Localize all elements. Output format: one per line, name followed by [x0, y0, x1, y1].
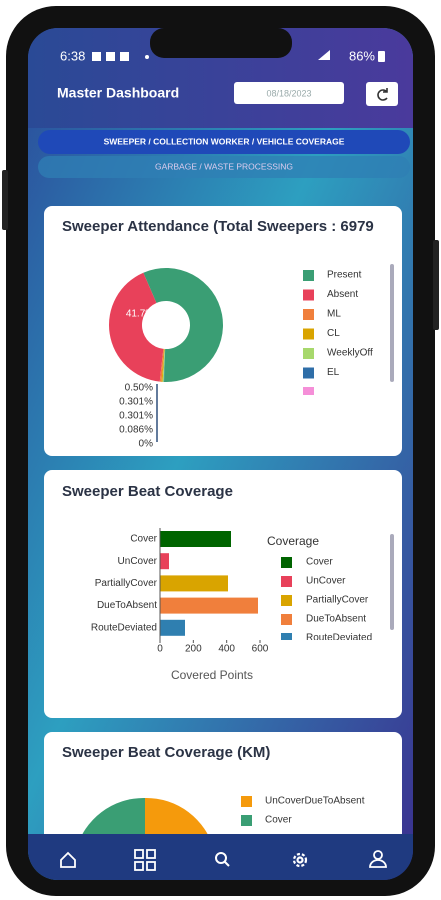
legend-label: Absent — [327, 289, 358, 300]
pie-decoration — [145, 797, 214, 835]
legend-title: Coverage — [267, 534, 319, 548]
x-tick-label: 0 — [157, 644, 163, 655]
legend-swatch — [303, 348, 314, 359]
y-tick-label: UnCover — [118, 556, 158, 567]
legend-swatch — [281, 614, 292, 625]
side-button — [2, 170, 8, 230]
bar — [160, 531, 231, 547]
slice-label: 0.50% — [125, 383, 153, 394]
donut-slice — [159, 348, 165, 382]
legend-label: CL — [327, 328, 340, 339]
legend-swatch — [281, 557, 292, 568]
legend-swatch — [281, 633, 292, 640]
legend-label: DueToAbsent — [306, 614, 366, 625]
legend-swatch — [303, 309, 314, 320]
nav-home[interactable] — [60, 851, 76, 868]
refresh-icon — [377, 88, 388, 101]
card-title: Sweeper Beat Coverage — [62, 483, 233, 500]
notch — [150, 28, 292, 58]
legend-label: EL — [327, 367, 340, 378]
legend-label: Cover — [265, 815, 292, 826]
legend-label: Present — [327, 270, 362, 281]
tab-label: GARBAGE / WASTE PROCESSING — [155, 161, 293, 171]
y-tick-label: DueToAbsent — [97, 600, 157, 611]
status-icon — [92, 52, 101, 61]
slice-label: 0.301% — [119, 411, 153, 422]
side-button — [433, 240, 439, 330]
legend-label: WeeklyOff — [327, 348, 373, 359]
y-tick-label: PartiallyCover — [95, 578, 158, 589]
donut-slice — [162, 348, 166, 382]
legend-swatch — [281, 595, 292, 606]
slice-label: 41.7% — [126, 309, 154, 320]
scrollbar — [390, 264, 394, 382]
header-title: Master Dashboard — [57, 85, 179, 101]
date-text: 08/18/2023 — [266, 88, 311, 98]
legend-swatch — [241, 796, 252, 807]
nav-search[interactable] — [215, 852, 230, 867]
legend-swatch — [303, 270, 314, 281]
legend-label: RouteDeviated — [306, 633, 372, 644]
donut-slice — [143, 268, 224, 382]
x-tick-label: 200 — [185, 644, 202, 655]
tab-active[interactable] — [38, 130, 410, 154]
nav-profile[interactable] — [369, 850, 387, 868]
legend-label: Cover — [306, 557, 333, 568]
status-time: 6:38 — [60, 48, 85, 63]
x-axis-label: Covered Points — [171, 668, 253, 682]
bar — [160, 597, 258, 614]
y-tick-label: RouteDeviated — [91, 622, 157, 633]
y-tick-label: Cover — [130, 534, 157, 545]
scrollbar — [390, 534, 394, 630]
x-tick-label: 600 — [252, 644, 269, 655]
card-title: Sweeper Attendance (Total Sweepers : 697… — [62, 218, 374, 235]
tab-label: SWEEPER / COLLECTION WORKER / VEHICLE CO… — [104, 136, 345, 146]
x-tick-label: 400 — [218, 644, 235, 655]
legend-label: UnCover — [306, 576, 346, 587]
nav-settings[interactable] — [292, 852, 308, 868]
card — [44, 470, 402, 718]
legend-swatch — [303, 367, 314, 379]
bar — [160, 575, 228, 592]
legend-label: PartiallyCover — [306, 595, 369, 606]
legend-swatch — [241, 815, 252, 826]
signal-icon — [318, 50, 330, 60]
date-input[interactable] — [234, 82, 344, 104]
legend-swatch — [303, 328, 314, 340]
donut-slice — [163, 348, 166, 382]
bar — [160, 553, 169, 570]
status-dot — [145, 55, 149, 59]
status-icon — [120, 52, 129, 61]
legend-label: UnCoverDueToAbsent — [265, 796, 365, 807]
donut-slice — [161, 348, 165, 382]
slice-label: 0% — [139, 439, 154, 450]
donut-slice — [109, 272, 164, 382]
tab[interactable] — [38, 156, 410, 178]
slice-label: 57% — [222, 331, 242, 342]
refresh-button[interactable] — [366, 82, 398, 106]
nav-grid[interactable] — [134, 849, 156, 871]
bottom-nav — [28, 834, 413, 880]
status-icon — [106, 52, 115, 61]
status-battery: 86% — [349, 48, 375, 63]
legend-swatch — [303, 289, 314, 301]
slice-label: 0.086% — [119, 425, 153, 436]
slice-label: 0.301% — [119, 397, 153, 408]
bar — [160, 619, 185, 636]
legend-swatch — [303, 387, 314, 395]
legend-label: ML — [327, 309, 341, 320]
battery-icon — [378, 51, 385, 62]
card-title: Sweeper Beat Coverage (KM) — [62, 744, 270, 761]
pie-decoration — [76, 797, 145, 835]
legend-swatch — [281, 576, 292, 587]
